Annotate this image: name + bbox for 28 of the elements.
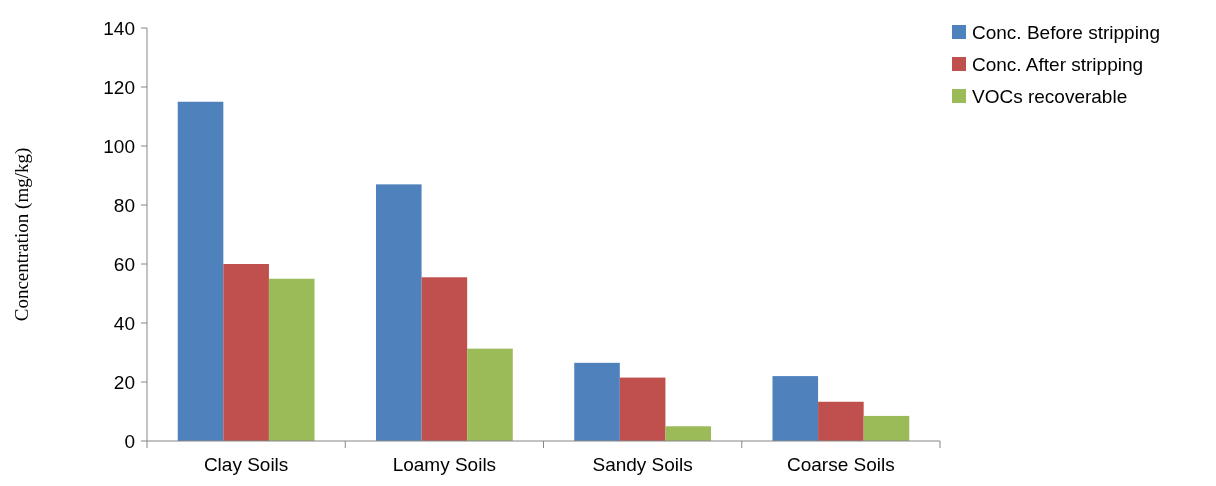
bar [375, 184, 422, 441]
legend-label: Conc. After stripping [972, 53, 1144, 75]
bar [619, 377, 666, 441]
bar [818, 401, 864, 441]
y-tick-label: 80 [113, 194, 135, 216]
x-tick-label: Loamy Soils [392, 454, 497, 475]
x-tick-label: Coarse Soils [787, 454, 895, 475]
bar [268, 278, 315, 441]
bar [665, 426, 712, 441]
y-tick-label: 100 [103, 135, 135, 157]
bar [574, 362, 620, 441]
legend-label: Conc. Before stripping [972, 21, 1160, 43]
bar [467, 348, 513, 441]
bar [863, 415, 910, 441]
bar [177, 101, 224, 441]
bar [421, 277, 468, 441]
legend-label: VOCs recoverable [972, 85, 1128, 107]
y-tick-label: 40 [113, 312, 135, 334]
y-tick-label: 0 [124, 430, 135, 452]
x-tick-label: Sandy Soils [592, 454, 693, 475]
y-axis-title: Concentration (mg/kg) [11, 147, 33, 322]
y-tick-label: 20 [113, 371, 135, 393]
y-tick-label: 60 [113, 253, 135, 275]
y-tick-label: 120 [103, 76, 135, 98]
bar [223, 264, 269, 441]
x-tick-label: Clay Soils [203, 454, 289, 475]
bar [772, 376, 819, 441]
y-tick-label: 140 [103, 17, 135, 39]
